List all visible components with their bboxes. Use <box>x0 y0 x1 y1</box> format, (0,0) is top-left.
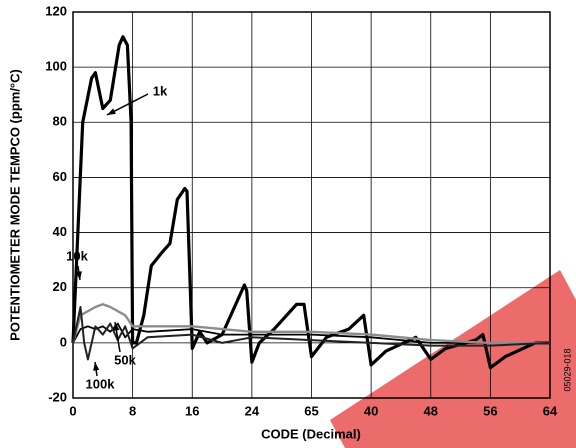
y-tick-label: 0 <box>60 334 67 349</box>
x-axis-label: CODE (Decimal) <box>261 426 361 441</box>
x-tick-label: 56 <box>483 403 497 418</box>
series-line <box>71 35 550 370</box>
y-tick-label: -20 <box>48 389 67 404</box>
figure-id: 05029-018 <box>562 348 572 391</box>
x-tick-label: 48 <box>424 403 438 418</box>
series-label: 10k <box>66 248 88 263</box>
y-tick-label: 60 <box>53 169 67 184</box>
series-label: 50k <box>114 352 136 367</box>
y-tick-label: 80 <box>53 114 67 129</box>
x-tick-label: 65 <box>304 403 318 418</box>
arrow-head <box>113 322 120 331</box>
y-tick-label: 100 <box>45 59 67 74</box>
arrow-head <box>93 362 100 371</box>
series-label: 100k <box>86 376 116 391</box>
series-label: 1k <box>153 83 168 98</box>
watermark <box>330 270 576 448</box>
x-tick-label: 64 <box>543 403 558 418</box>
arrow-head <box>107 108 116 115</box>
x-tick-label: 8 <box>129 403 136 418</box>
x-tick-label: 16 <box>185 403 199 418</box>
series-line <box>72 322 550 344</box>
y-axis-label: POTENTIOMETER MODE TEMPCO (ppm/°C) <box>7 69 22 341</box>
x-tick-label: 0 <box>69 403 76 418</box>
x-tick-label: 40 <box>364 403 378 418</box>
x-tick-label: 24 <box>245 403 260 418</box>
y-tick-label: 120 <box>45 3 67 18</box>
series-line <box>72 306 551 361</box>
series-line <box>71 303 550 345</box>
y-tick-label: 40 <box>53 224 67 239</box>
y-tick-label: 20 <box>53 279 67 294</box>
plot-border <box>72 11 551 399</box>
arrow-head <box>75 271 82 280</box>
